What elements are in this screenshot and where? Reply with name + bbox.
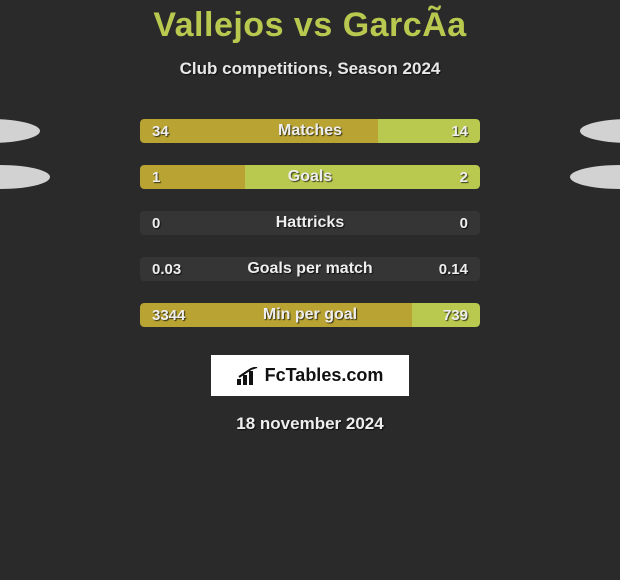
right-avatar-slot (480, 257, 620, 281)
stat-value-right: 0.14 (439, 257, 468, 281)
stat-row: 1Goals2 (0, 165, 620, 189)
player-avatar-left (0, 119, 40, 143)
stat-row: 3344Min per goal739 (0, 303, 620, 327)
stat-row: 0.03Goals per match0.14 (0, 257, 620, 281)
page-subtitle: Club competitions, Season 2024 (180, 59, 441, 79)
stat-bar: 0Hattricks0 (140, 211, 480, 235)
right-avatar-slot (480, 165, 620, 189)
stat-label: Goals per match (140, 257, 480, 281)
page-title: Vallejos vs GarcÃ­a (153, 6, 466, 45)
stat-label: Hattricks (140, 211, 480, 235)
left-avatar-slot (0, 303, 140, 327)
right-avatar-slot (480, 119, 620, 143)
logo-text: FcTables.com (265, 365, 384, 386)
stat-bar: 34Matches14 (140, 119, 480, 143)
stat-value-right: 14 (451, 119, 468, 143)
chart-icon (237, 367, 259, 385)
left-avatar-slot (0, 165, 140, 189)
player-avatar-right (570, 165, 620, 189)
player-avatar-right (580, 119, 620, 143)
stat-bar: 1Goals2 (140, 165, 480, 189)
comparison-infographic: Vallejos vs GarcÃ­a Club competitions, S… (0, 0, 620, 434)
left-avatar-slot (0, 211, 140, 235)
left-avatar-slot (0, 257, 140, 281)
stat-label: Goals (140, 165, 480, 189)
stat-value-right: 0 (460, 211, 468, 235)
stat-value-right: 739 (443, 303, 468, 327)
left-avatar-slot (0, 119, 140, 143)
right-avatar-slot (480, 303, 620, 327)
player-avatar-left (0, 165, 50, 189)
stat-row: 0Hattricks0 (0, 211, 620, 235)
date-text: 18 november 2024 (236, 414, 383, 434)
stat-bar: 0.03Goals per match0.14 (140, 257, 480, 281)
stat-label: Matches (140, 119, 480, 143)
right-avatar-slot (480, 211, 620, 235)
logo-banner: FcTables.com (211, 355, 410, 396)
stat-value-right: 2 (460, 165, 468, 189)
stat-label: Min per goal (140, 303, 480, 327)
stat-bar: 3344Min per goal739 (140, 303, 480, 327)
stat-rows: 34Matches14 1Goals2 0Hattricks0 0.03Goals p… (0, 119, 620, 327)
stat-row: 34Matches14 (0, 119, 620, 143)
